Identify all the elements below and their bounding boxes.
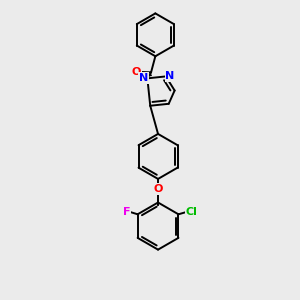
- Text: O: O: [153, 184, 163, 194]
- Text: N: N: [166, 71, 175, 81]
- Text: N: N: [139, 73, 148, 83]
- Text: F: F: [123, 207, 130, 217]
- Text: O: O: [131, 67, 141, 77]
- Text: Cl: Cl: [186, 207, 198, 217]
